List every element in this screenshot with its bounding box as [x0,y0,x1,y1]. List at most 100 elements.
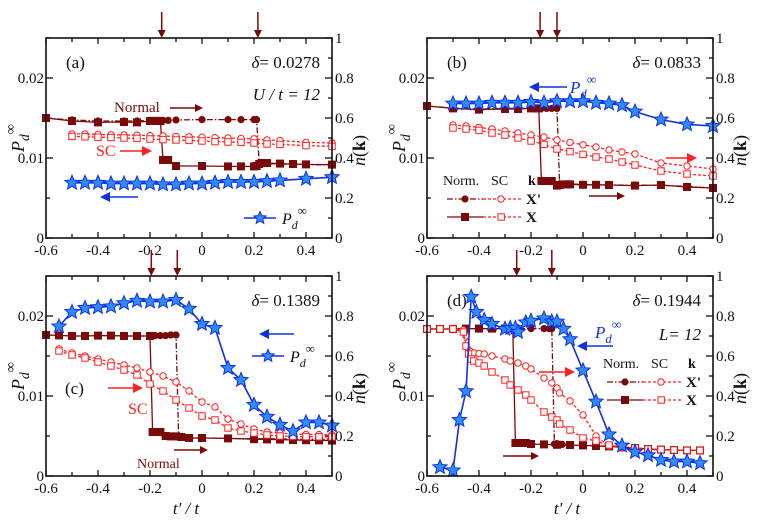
panel-label: (b) [447,53,467,72]
x-tick-label: -0.4 [467,243,491,259]
x-axis-title: t' / t [173,499,201,518]
delta-label: δ= 0.0833 [633,53,702,72]
x-tick-label: -0.2 [519,481,543,497]
plot-frame [426,275,714,477]
y-right-tick-label: 0 [716,469,724,485]
svg-text:Norm.: Norm. [603,357,639,372]
plot-frame [426,37,714,239]
panel-label: (a) [66,53,85,72]
delta-label: δ= 0.0278 [252,53,321,72]
sc-label: SC [96,143,116,160]
normal-label: Normal [137,457,180,472]
y-left-tick-label: 0.01 [18,389,44,405]
x-tick-label: 0 [198,481,206,497]
x-tick-label: -0.2 [138,481,162,497]
x-tick-label: -0.6 [415,481,439,497]
y-right-tick-label: 0.4 [335,151,354,167]
x-axis-title: t' / t [554,499,582,518]
panel-label: (c) [65,379,84,398]
y-left-tick-label: 0.02 [18,71,44,87]
svg-text:X': X' [526,192,541,208]
y-right-tick-label: 1 [335,31,343,47]
y-left-tick-label: 0.01 [399,151,425,167]
y-right-tick-label: 0.8 [335,309,354,325]
series-sc-x [55,347,336,441]
pd-label: Pd∞ [384,362,413,391]
pd-label: Pd∞ [569,72,596,101]
x-tick-label: -0.4 [86,243,110,259]
x-tick-label: -0.6 [415,243,439,259]
svg-text:SC: SC [491,174,508,189]
x-tick-label: -0.4 [467,481,491,497]
x-tick-label: 0.4 [297,481,316,497]
plot-frame [45,275,333,477]
legend: Norm. SC k X' X [603,357,701,409]
svg-text:X: X [526,210,537,226]
x-tick-label: 0.4 [678,481,697,497]
y-right-tick-label: 0 [335,469,343,485]
x-tick-label: -0.6 [34,481,58,497]
y-right-tick-label: 0.4 [716,151,735,167]
x-tick-label: -0.6 [34,243,58,259]
svg-text:k: k [528,174,536,189]
panel-b: -0.6 -0.4 -0.2 0 0.2 0.4 0 0.01 0.02 0 0.2 0.4 0.6 0.… [384,12,751,259]
right-axis-title: n(k) [349,135,370,166]
pd-label: Pd∞ [289,342,315,370]
x-tick-label: 0.2 [245,481,264,497]
series-norm--x [42,114,336,171]
y-left-tick-label: 0.02 [399,309,425,325]
x-tick-label: -0.4 [86,481,110,497]
plot-frame [45,37,333,239]
series-p-d-- [444,92,722,134]
x-tick-label: 0.4 [297,243,316,259]
u-over-t-label: U / t = 12 [253,85,321,104]
panel-d: -0.6 -0.4 -0.2 0 0.2 0.4 0 0.01 0.02 0 0.2 0.4 0.6 0.… [384,250,751,518]
y-left-tick-label: 0.02 [18,309,44,325]
panel-label: (d) [447,291,467,310]
x-tick-label: 0.2 [245,243,264,259]
y-right-tick-label: 0.8 [716,309,735,325]
svg-text:Norm.: Norm. [443,174,479,189]
svg-text:X: X [686,393,697,409]
normal-label: Normal [114,100,160,116]
y-left-tick-label: 0 [418,469,426,485]
x-tick-label: -0.2 [138,243,162,259]
y-right-tick-label: 0 [335,231,343,247]
series-p-d-- [63,168,341,192]
series-p-d-- [50,291,341,439]
y-right-tick-label: 0 [716,231,724,247]
pd-label: Pd∞ [384,124,413,153]
y-right-tick-label: 0.2 [716,429,735,445]
y-right-tick-label: 0.6 [716,111,735,127]
right-axis-title: n(k) [730,373,751,404]
legend: Norm. SC k X' X [443,174,541,226]
y-right-tick-label: 1 [335,269,343,285]
x-tick-label: 0.4 [678,243,697,259]
y-right-tick-label: 0.4 [335,389,354,405]
y-right-tick-label: 0.6 [335,111,354,127]
y-right-tick-label: 0.8 [335,71,354,87]
x-tick-label: -0.2 [519,243,543,259]
y-left-tick-label: 0 [37,469,45,485]
y-right-tick-label: 0.4 [716,389,735,405]
y-right-tick-label: 0.6 [716,349,735,365]
l-size-label: L= 12 [658,325,702,344]
svg-text:k: k [688,357,696,372]
panel-c: -0.6 -0.4 -0.2 0 0.2 0.4 0 0.01 0.02 0 0.2 0.4 0.6 0.… [3,250,370,518]
sc-label: SC [128,401,148,418]
pd-label: Pd∞ [594,317,621,346]
y-right-tick-label: 0.6 [335,349,354,365]
pd-label: Pd∞ [281,204,307,232]
y-left-tick-label: 0.01 [18,151,44,167]
series-sc-x [449,124,717,180]
y-left-tick-label: 0 [418,231,426,247]
series-p-d-- [431,288,709,478]
delta-label: δ= 0.1944 [633,291,702,310]
pd-label: Pd∞ [3,124,32,153]
y-right-tick-label: 0.2 [716,191,735,207]
series-sc-x [68,132,336,151]
panel-a: -0.6 -0.4 -0.2 0 0.2 0.4 0 0.01 0.02 0 0.2 0.4 0.6 0.… [3,12,370,259]
right-axis-title: n(k) [349,373,370,404]
x-tick-label: 0.2 [626,481,645,497]
